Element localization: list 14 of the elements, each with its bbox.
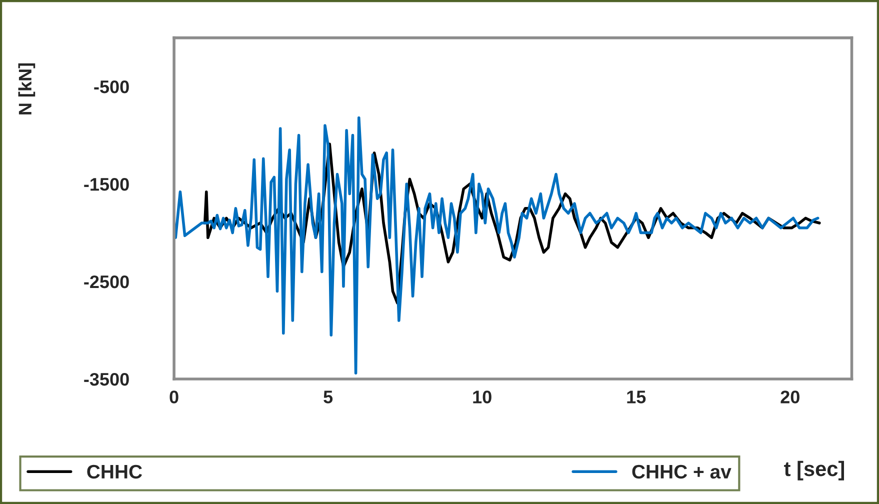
x-axis-title: t [sec] — [784, 460, 844, 480]
y-axis-title: N [kN] — [18, 63, 36, 114]
x-tick-label: 15 — [627, 390, 646, 404]
y-tick-label: -1500 — [84, 178, 129, 191]
x-tick-label: 20 — [780, 390, 800, 404]
x-tick-label: 5 — [324, 390, 333, 404]
x-tick-label: 0 — [170, 390, 178, 404]
line-series — [174, 116, 820, 375]
legend-label: CHHC — [87, 464, 142, 479]
y-tick-label: -500 — [94, 80, 129, 94]
y-tick-label: -2500 — [84, 275, 129, 288]
x-tick-label: 10 — [473, 390, 492, 404]
legend-label: CHHC + av — [632, 464, 732, 479]
y-tick-label: -3500 — [84, 372, 129, 386]
